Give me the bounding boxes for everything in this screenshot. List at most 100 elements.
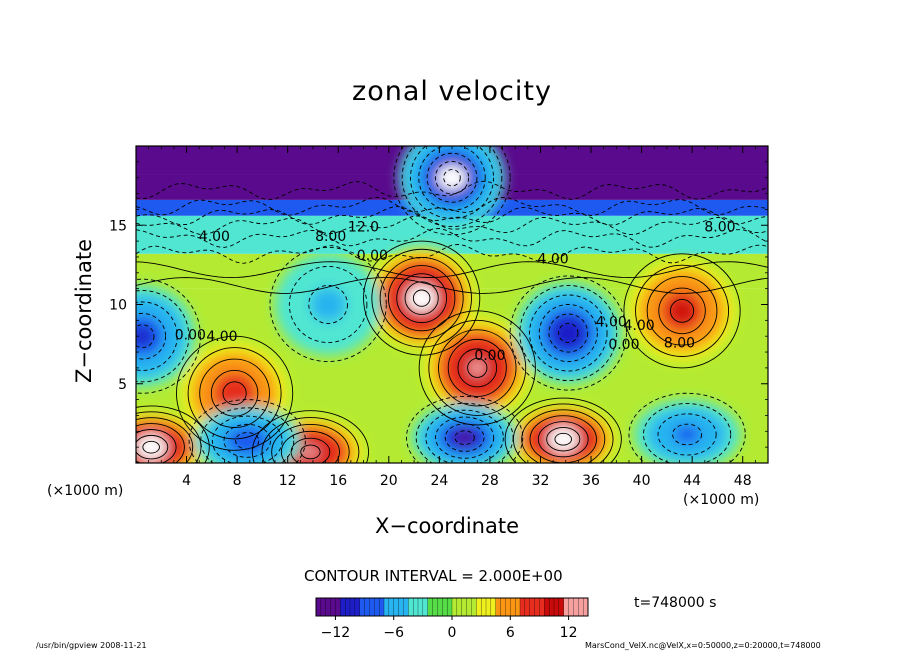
contour-label: 4.00 — [206, 329, 237, 345]
negative-contour — [434, 160, 470, 195]
colorbar-segment — [480, 597, 487, 617]
x-tick-label: 44 — [683, 473, 701, 489]
colorbar-segment — [335, 597, 341, 617]
contour-label: 8.00 — [664, 335, 695, 351]
positive-contour — [136, 411, 202, 463]
positive-contour — [554, 432, 572, 446]
negative-contour — [200, 407, 295, 463]
negative-contour — [426, 152, 478, 203]
x-tick-label: 4 — [182, 473, 191, 489]
colorbar-tick-label: 0 — [448, 625, 457, 641]
colorbar-segment — [490, 597, 497, 617]
negative-contour — [235, 432, 260, 450]
positive-contour — [387, 265, 456, 332]
negative-anomaly — [136, 326, 153, 347]
negative-contour — [269, 246, 387, 363]
negative-contour — [657, 413, 717, 456]
colorbar-segment — [456, 597, 463, 617]
negative-contour — [418, 146, 486, 211]
colorbar-tick-label: −12 — [321, 625, 351, 641]
positive-contour — [199, 358, 270, 428]
colorbar-segment — [388, 597, 395, 617]
colorbar-segment — [383, 597, 390, 617]
colorbar-segment — [364, 597, 370, 617]
contour-label: 8.00 — [704, 220, 735, 236]
colorbar-segment — [417, 597, 424, 617]
extreme-core — [406, 285, 437, 311]
x-tick-label: 8 — [233, 473, 242, 489]
positive-contour — [658, 287, 706, 335]
contour-label: 12.0 — [348, 220, 379, 236]
negative-contour — [393, 146, 511, 236]
positive-contour — [537, 421, 589, 458]
negative-contour — [444, 423, 485, 452]
negative-contour — [406, 395, 524, 463]
colorbar-segment — [524, 597, 531, 617]
colorbar-segment — [349, 597, 356, 617]
x-tick-label: 28 — [481, 473, 499, 489]
negative-contour — [136, 206, 768, 226]
chart-title: zonal velocity — [352, 76, 552, 107]
negative-contour — [136, 312, 167, 360]
contour-label: 4.00 — [199, 229, 230, 245]
colorbar-segment — [534, 597, 540, 617]
positive-contour — [187, 347, 282, 440]
positive-contour — [438, 329, 517, 407]
positive-contour — [136, 277, 768, 294]
negative-contour — [136, 301, 178, 371]
positive-contour — [271, 423, 350, 463]
colorbar-segment — [451, 597, 458, 617]
negative-anomaly — [673, 425, 701, 444]
contour-label: 0.00 — [175, 327, 206, 343]
positive-contour — [136, 261, 768, 279]
x-unit-label-right: (×1000 m) — [683, 492, 760, 508]
positive-anomaly — [223, 383, 246, 404]
negative-contour — [211, 415, 283, 463]
positive-contour — [210, 369, 259, 417]
colorbar-segment — [354, 597, 361, 617]
negative-contour — [415, 402, 514, 463]
negative-contour — [136, 215, 768, 236]
negative-contour — [136, 180, 768, 201]
positive-contour — [457, 348, 498, 388]
colorbar-segment — [398, 597, 404, 617]
positive-contour — [546, 427, 581, 452]
x-tick-label: 36 — [582, 473, 600, 489]
colorbar-segment — [393, 597, 400, 617]
negative-contour — [443, 169, 461, 187]
negative-anomaly — [236, 433, 258, 448]
anomaly-blobs — [136, 146, 741, 463]
x-tick-label: 32 — [532, 473, 550, 489]
colorbar-segment — [427, 597, 434, 617]
extreme-core — [136, 434, 167, 460]
colorbar-segment — [568, 597, 574, 617]
positive-contour — [261, 417, 360, 463]
colorbar-segment — [412, 597, 419, 617]
positive-contour — [646, 276, 718, 346]
negative-contour — [136, 196, 768, 216]
positive-contour — [623, 253, 741, 369]
positive-contour — [428, 319, 527, 416]
positive-anomaly — [301, 446, 320, 458]
colorbar-segment — [422, 597, 429, 617]
negative-contour — [454, 430, 475, 445]
positive-contour — [136, 405, 210, 463]
positive-anomaly — [671, 300, 693, 321]
colorbar-segment — [514, 597, 521, 617]
negative-contour — [188, 399, 306, 463]
negative-anomaly — [455, 431, 474, 444]
negative-contour — [672, 423, 703, 446]
x-tick-label: 12 — [279, 473, 297, 489]
positive-contour — [404, 281, 439, 315]
colorbar-segment — [573, 597, 579, 617]
negative-contour — [223, 423, 271, 458]
footer-program-date: /usr/bin/gpview 2008-11-21 — [36, 641, 147, 650]
colorbar-segment — [359, 597, 366, 617]
positive-contour — [280, 430, 340, 463]
colorbar-segment — [408, 597, 414, 617]
positive-contour — [418, 310, 536, 426]
colorbar-segment — [403, 597, 409, 617]
colorbar-segment — [505, 597, 511, 617]
